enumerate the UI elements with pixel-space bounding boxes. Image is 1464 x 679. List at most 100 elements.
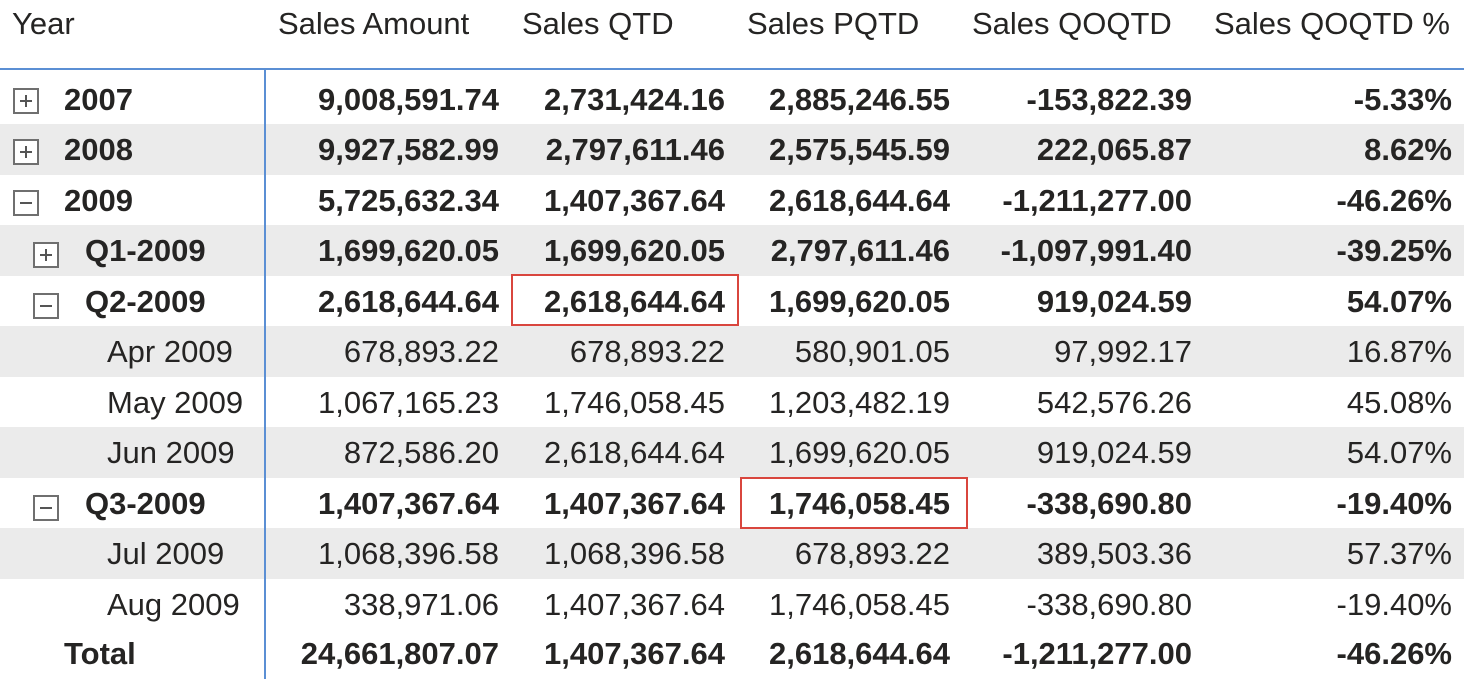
cell-sales-qoqtd: -153,822.39 xyxy=(1026,82,1192,117)
row-header-divider xyxy=(264,70,266,679)
cell-sales-pqtd: 2,575,545.59 xyxy=(768,132,950,167)
expand-plus-icon[interactable] xyxy=(13,139,39,165)
table-row: Q3-2009 1,407,367.64 1,407,367.64 1,746,… xyxy=(0,478,1464,529)
table-row: 2008 9,927,582.99 2,797,611.46 2,575,545… xyxy=(0,124,1464,175)
cell-sales-qoqtd: -338,690.80 xyxy=(1026,587,1192,622)
highlight-box-q3-sales-pqtd xyxy=(740,477,968,529)
cell-sales-qtd: 1,699,620.05 xyxy=(543,233,725,268)
row-label: Jun 2009 xyxy=(107,435,235,470)
cell-sales-qoqtd: 919,024.59 xyxy=(1036,435,1192,470)
highlight-box-q2-sales-qtd xyxy=(511,274,739,326)
cell-sales-qoqtd: -1,097,991.40 xyxy=(1000,233,1192,268)
cell-sales-amount: 9,008,591.74 xyxy=(317,82,499,117)
cell-sales-qoqtd: 919,024.59 xyxy=(1036,284,1192,319)
expand-plus-icon[interactable] xyxy=(33,242,59,268)
cell-sales-qoqtd-pct: 8.62% xyxy=(1364,132,1452,167)
column-header-sales-qoqtd-pct[interactable]: Sales QOQTD % xyxy=(1214,6,1450,41)
cell-sales-amount: 338,971.06 xyxy=(343,587,499,622)
row-label: 2009 xyxy=(64,183,133,218)
cell-sales-amount: 678,893.22 xyxy=(343,334,499,369)
cell-sales-qtd: 678,893.22 xyxy=(569,334,725,369)
cell-sales-qoqtd: 97,992.17 xyxy=(1054,334,1192,369)
cell-sales-qoqtd-pct: -19.40% xyxy=(1336,587,1452,622)
cell-sales-qoqtd-pct: 54.07% xyxy=(1346,435,1452,470)
row-label: Q2-2009 xyxy=(85,284,206,319)
row-label: 2008 xyxy=(64,132,133,167)
cell-sales-qtd: 2,731,424.16 xyxy=(543,82,725,117)
cell-sales-amount: 2,618,644.64 xyxy=(317,284,499,319)
row-label: Q1-2009 xyxy=(85,233,206,268)
table-row: Jul 2009 1,068,396.58 1,068,396.58 678,8… xyxy=(0,528,1464,579)
cell-sales-qoqtd: 222,065.87 xyxy=(1036,132,1192,167)
collapse-minus-icon[interactable] xyxy=(13,190,39,216)
cell-sales-pqtd: 1,699,620.05 xyxy=(768,435,950,470)
row-label: 2007 xyxy=(64,82,133,117)
cell-sales-qoqtd-pct: -39.25% xyxy=(1336,233,1452,268)
table-row: Q1-2009 1,699,620.05 1,699,620.05 2,797,… xyxy=(0,225,1464,276)
column-header-sales-qtd[interactable]: Sales QTD xyxy=(522,6,674,41)
cell-sales-qoqtd: 389,503.36 xyxy=(1036,536,1192,571)
table-row: 2009 5,725,632.34 1,407,367.64 2,618,644… xyxy=(0,175,1464,226)
cell-sales-qtd: 2,618,644.64 xyxy=(543,284,725,319)
cell-sales-qoqtd-pct: 16.87% xyxy=(1346,334,1452,369)
cell-sales-qoqtd-pct: 57.37% xyxy=(1346,536,1452,571)
cell-sales-qtd: 1,407,367.64 xyxy=(543,636,725,671)
cell-sales-qtd: 1,407,367.64 xyxy=(543,486,725,521)
cell-sales-qtd: 1,068,396.58 xyxy=(543,536,725,571)
cell-sales-pqtd: 580,901.05 xyxy=(794,334,950,369)
table-row: 2007 9,008,591.74 2,731,424.16 2,885,246… xyxy=(0,74,1464,125)
cell-sales-amount: 1,699,620.05 xyxy=(317,233,499,268)
cell-sales-pqtd: 1,699,620.05 xyxy=(768,284,950,319)
expand-plus-icon[interactable] xyxy=(13,88,39,114)
table-row: Aug 2009 338,971.06 1,407,367.64 1,746,0… xyxy=(0,579,1464,630)
row-label: Total xyxy=(64,636,136,671)
column-header-sales-amount[interactable]: Sales Amount xyxy=(278,6,470,41)
table-row: Jun 2009 872,586.20 2,618,644.64 1,699,6… xyxy=(0,427,1464,478)
row-label: Jul 2009 xyxy=(107,536,225,571)
header-divider xyxy=(0,68,1464,70)
cell-sales-qoqtd-pct: 54.07% xyxy=(1346,284,1452,319)
cell-sales-qoqtd-pct: -46.26% xyxy=(1336,636,1452,671)
collapse-minus-icon[interactable] xyxy=(33,293,59,319)
cell-sales-amount: 1,068,396.58 xyxy=(317,536,499,571)
row-label: Aug 2009 xyxy=(107,587,240,622)
cell-sales-pqtd: 678,893.22 xyxy=(794,536,950,571)
cell-sales-amount: 872,586.20 xyxy=(343,435,499,470)
cell-sales-amount: 1,067,165.23 xyxy=(317,385,499,420)
cell-sales-qoqtd: 542,576.26 xyxy=(1036,385,1192,420)
cell-sales-qoqtd: -338,690.80 xyxy=(1026,486,1192,521)
cell-sales-amount: 24,661,807.07 xyxy=(300,636,499,671)
column-header-sales-qoqtd[interactable]: Sales QOQTD xyxy=(972,6,1172,41)
cell-sales-amount: 5,725,632.34 xyxy=(317,183,499,218)
cell-sales-pqtd: 1,746,058.45 xyxy=(768,486,950,521)
column-header-year[interactable]: Year xyxy=(12,6,75,41)
cell-sales-pqtd: 2,618,644.64 xyxy=(768,636,950,671)
matrix-header: Year Sales Amount Sales QTD Sales PQTD S… xyxy=(0,0,1464,69)
cell-sales-qoqtd: -1,211,277.00 xyxy=(1002,636,1192,671)
cell-sales-qtd: 2,797,611.46 xyxy=(545,132,725,167)
total-row: Total 24,661,807.07 1,407,367.64 2,618,6… xyxy=(0,628,1464,679)
row-label: May 2009 xyxy=(107,385,244,420)
cell-sales-qtd: 1,746,058.45 xyxy=(543,385,725,420)
cell-sales-qtd: 2,618,644.64 xyxy=(543,435,725,470)
cell-sales-qoqtd-pct: -46.26% xyxy=(1336,183,1452,218)
cell-sales-qoqtd-pct: 45.08% xyxy=(1346,385,1452,420)
cell-sales-pqtd: 2,618,644.64 xyxy=(768,183,950,218)
cell-sales-qoqtd: -1,211,277.00 xyxy=(1002,183,1192,218)
cell-sales-pqtd: 2,797,611.46 xyxy=(770,233,950,268)
cell-sales-qoqtd-pct: -19.40% xyxy=(1336,486,1452,521)
cell-sales-qtd: 1,407,367.64 xyxy=(543,183,725,218)
collapse-minus-icon[interactable] xyxy=(33,495,59,521)
column-header-sales-pqtd[interactable]: Sales PQTD xyxy=(747,6,920,41)
cell-sales-qoqtd-pct: -5.33% xyxy=(1353,82,1452,117)
cell-sales-pqtd: 1,746,058.45 xyxy=(768,587,950,622)
cell-sales-pqtd: 1,203,482.19 xyxy=(768,385,950,420)
cell-sales-qtd: 1,407,367.64 xyxy=(543,587,725,622)
cell-sales-pqtd: 2,885,246.55 xyxy=(768,82,950,117)
row-label: Apr 2009 xyxy=(107,334,233,369)
cell-sales-amount: 9,927,582.99 xyxy=(317,132,499,167)
cell-sales-amount: 1,407,367.64 xyxy=(317,486,499,521)
table-row: May 2009 1,067,165.23 1,746,058.45 1,203… xyxy=(0,377,1464,428)
table-row: Q2-2009 2,618,644.64 2,618,644.64 1,699,… xyxy=(0,276,1464,327)
